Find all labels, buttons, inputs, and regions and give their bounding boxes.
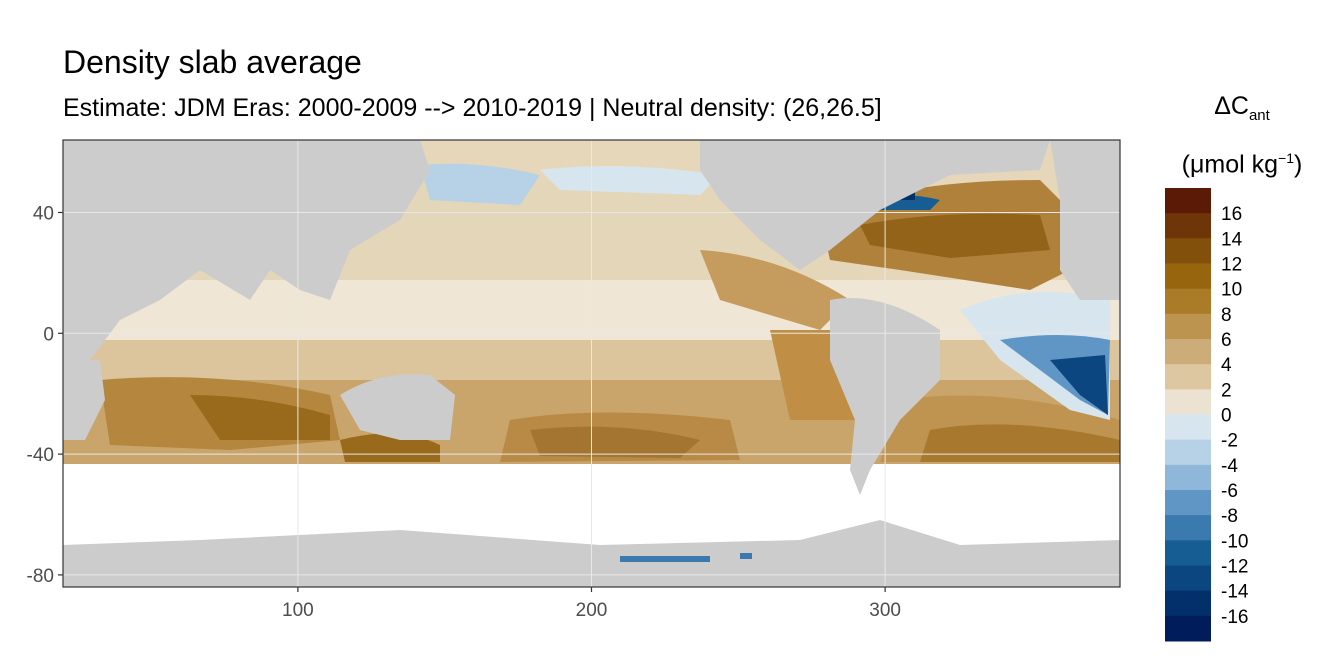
colorbar-bin [1165, 590, 1211, 617]
colorbar-label: -10 [1221, 531, 1248, 552]
colorbar: 16 14 12 10 8 6 4 2 0 -2 -4 -6 -8 -10 -12 -14 -16 [1165, 188, 1249, 642]
map-subtitle: Estimate: JDM Eras: 2000-2009 --> 2010-2… [63, 94, 882, 122]
colorbar-bin [1165, 389, 1211, 415]
tropical-atlantic-strong-negative [1050, 355, 1108, 415]
east-pacific-anomaly [700, 250, 850, 330]
north-pacific-negative [420, 163, 540, 205]
australia [340, 374, 455, 440]
y-tick-label: -40 [27, 445, 54, 466]
colorbar-bin [1165, 339, 1211, 365]
colorbar-label: 10 [1221, 280, 1242, 301]
colorbar-label: 8 [1221, 305, 1232, 326]
colorbar-label: -16 [1221, 607, 1248, 628]
colorbar-label: 0 [1221, 406, 1232, 427]
colorbar-bin [1165, 540, 1211, 566]
legend-variable: ΔCant [1214, 92, 1270, 124]
x-tick-label: 300 [869, 600, 901, 621]
colorbar-label: 2 [1221, 380, 1232, 401]
colorbar-label: -14 [1221, 582, 1249, 603]
colorbar-label: -8 [1221, 506, 1238, 527]
colorbar-bin [1165, 464, 1211, 491]
eurasia-africa-west [63, 140, 430, 360]
colorbar-bin [1165, 490, 1211, 516]
indian-ocean-core [190, 395, 330, 440]
europe-africa-east [1050, 140, 1120, 300]
colorbar-bin [1165, 263, 1211, 290]
colorbar-label: -2 [1221, 431, 1238, 452]
colorbar-bin [1165, 188, 1211, 214]
major-gridlines [63, 140, 1120, 587]
south-pacific-core [530, 426, 700, 458]
y-axis: 40 0 -40 -80 [27, 203, 63, 587]
colorbar-label: 6 [1221, 330, 1232, 351]
colorbar-label: -4 [1221, 456, 1238, 477]
colorbar-bin [1165, 515, 1211, 541]
map-panel [63, 140, 1120, 587]
colorbar-label: 12 [1221, 255, 1242, 276]
colorbar-bin [1165, 238, 1211, 264]
colorbar-bin [1165, 288, 1211, 315]
colorbar-bin [1165, 615, 1211, 642]
y-tick-label: 40 [33, 203, 54, 224]
x-axis: 100 200 300 [282, 587, 901, 621]
colorbar-label: 14 [1221, 229, 1243, 250]
colorbar-label: 4 [1221, 355, 1232, 376]
south-australia-core [340, 433, 440, 462]
x-tick-label: 100 [282, 600, 314, 621]
south-atlantic-core [920, 424, 1120, 462]
colorbar-bin [1165, 565, 1211, 592]
north-atlantic-core [860, 213, 1050, 258]
colorbar-bin [1165, 213, 1211, 239]
colorbar-bin [1165, 414, 1211, 441]
legend-unit: (μmol kg−1) [1181, 150, 1303, 179]
north-pacific-weak-negative [540, 166, 720, 195]
africa-south [63, 360, 105, 440]
antarctic-coastal-negative [620, 556, 710, 562]
x-tick-label: 200 [576, 600, 608, 621]
legend-title: ΔCant (μmol kg−1) [1162, 85, 1322, 185]
map-title: Density slab average [63, 44, 362, 80]
colorbar-bin [1165, 313, 1211, 340]
north-america [700, 140, 1050, 270]
antarctic-coastal-negative-2 [740, 553, 752, 559]
colorbar-label: 16 [1221, 204, 1242, 225]
colorbar-bin [1165, 439, 1211, 466]
y-tick-label: 0 [43, 324, 54, 345]
colorbar-bin [1165, 364, 1211, 390]
colorbar-label: -12 [1221, 557, 1248, 578]
y-tick-label: -80 [27, 566, 54, 587]
colorbar-label: -6 [1221, 481, 1238, 502]
